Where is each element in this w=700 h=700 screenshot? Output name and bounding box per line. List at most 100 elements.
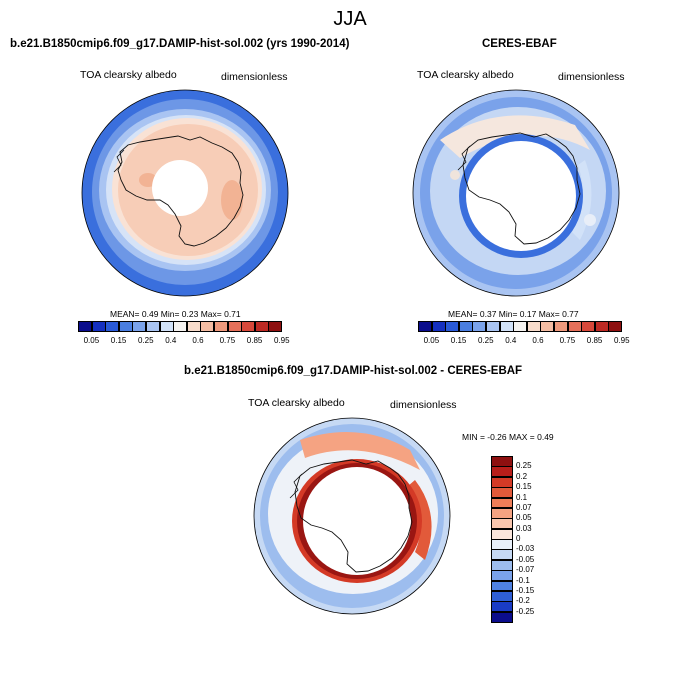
colorbar-tick-label: 0.03	[516, 523, 532, 533]
colorbar-swatch	[491, 601, 513, 613]
colorbar-swatch	[91, 321, 106, 332]
colorbar-tick-label: 0.75	[559, 336, 576, 345]
model-map	[82, 90, 288, 296]
model-variable-label: TOA clearsky albedo	[80, 69, 177, 81]
model-units-label: dimensionless	[221, 71, 288, 83]
diff-units-label: dimensionless	[390, 399, 457, 411]
colorbar-swatch	[526, 321, 541, 332]
colorbar-swatch	[132, 321, 147, 332]
colorbar-swatch	[491, 590, 513, 602]
colorbar-tick-label: 0.85	[246, 336, 263, 345]
colorbar-swatch	[491, 559, 513, 571]
colorbar-tick-label: 0.85	[586, 336, 603, 345]
colorbar-swatch	[499, 321, 514, 332]
colorbar-tick-label: 0.6	[532, 336, 544, 345]
colorbar-tick-label: 0.6	[192, 336, 204, 345]
colorbar-tick-label: 0.2	[516, 471, 528, 481]
colorbar-swatch	[491, 518, 513, 530]
colorbar-swatch	[173, 321, 188, 332]
colorbar-swatch	[78, 321, 93, 332]
colorbar-swatch	[491, 570, 513, 581]
antarctica-coastline	[462, 132, 581, 245]
colorbar-tick-label: 0.95	[614, 336, 630, 345]
colorbar-swatch	[567, 321, 582, 332]
colorbar-swatch	[445, 321, 460, 332]
colorbar-swatch	[214, 321, 229, 332]
colorbar-swatch	[491, 549, 513, 561]
colorbar-tick-label: 0.4	[165, 336, 177, 345]
antarctica-coastline	[294, 459, 413, 573]
model-colorbar: 0.05 0.15 0.25 0.4 0.6 0.75 0.85 0.95	[78, 321, 290, 345]
colorbar-tick-label: 0.15	[450, 336, 467, 345]
colorbar-swatch	[418, 321, 433, 332]
colorbar-tick-label: 0.07	[516, 502, 532, 512]
obs-stats-label: MEAN= 0.37 Min= 0.17 Max= 0.77	[448, 309, 579, 319]
colorbar-tick-label: 0.25	[478, 336, 494, 345]
colorbar-tick-label: 0.25	[138, 336, 154, 345]
colorbar-swatch	[581, 321, 596, 332]
colorbar-tick-label: -0.05	[516, 554, 535, 564]
colorbar-tick-label: 0.05	[516, 513, 532, 523]
model-stats-label: MEAN= 0.49 Min= 0.23 Max= 0.71	[110, 309, 241, 319]
colorbar-tick-label: 0.4	[505, 336, 517, 345]
colorbar-tick-label: -0.03	[516, 544, 535, 554]
colorbar-tick-label: -0.2	[516, 596, 530, 606]
colorbar-swatch	[254, 321, 269, 332]
colorbar-swatch	[105, 321, 120, 332]
colorbar-swatch	[491, 476, 513, 488]
colorbar-swatch	[608, 321, 623, 332]
diff-colorbar: 0.25 0.2 0.15 0.1 0.07 0.05 0.03 0 -0.03 -0.05 -0.…	[491, 456, 534, 623]
colorbar-tick-label: -0.1	[516, 575, 530, 585]
diff-map	[254, 418, 450, 614]
colorbar-tick-label: 0.1	[516, 492, 528, 502]
colorbar-swatch	[491, 507, 513, 519]
colorbar-swatch	[227, 321, 242, 332]
diff-panel-title: b.e21.B1850cmip6.f09_g17.DAMIP-hist-sol.…	[184, 365, 523, 377]
obs-map	[413, 90, 619, 296]
model-map-border	[81, 89, 289, 297]
colorbar-swatch	[491, 456, 513, 467]
colorbar-swatch	[540, 321, 555, 332]
colorbar-swatch	[554, 321, 569, 332]
colorbar-swatch	[486, 321, 501, 332]
colorbar-tick-label: -0.15	[516, 585, 535, 595]
colorbar-swatch	[491, 539, 513, 550]
colorbar-swatch	[491, 611, 513, 623]
colorbar-swatch	[241, 321, 256, 332]
colorbar-tick-label: 0.75	[219, 336, 236, 345]
colorbar-swatch	[118, 321, 133, 332]
diff-stats-label: MIN = -0.26 MAX = 0.49	[462, 432, 554, 442]
colorbar-tick-label: -0.25	[516, 606, 535, 616]
obs-units-label: dimensionless	[558, 71, 625, 83]
colorbar-swatch	[472, 321, 487, 332]
colorbar-swatch	[268, 321, 283, 332]
colorbar-swatch	[491, 487, 513, 498]
colorbar-swatch	[186, 321, 201, 332]
colorbar-swatch	[491, 528, 513, 540]
colorbar-swatch	[431, 321, 446, 332]
colorbar-tick-label: -0.07	[516, 565, 535, 575]
colorbar-swatch	[491, 580, 513, 592]
antarctica-coastline	[117, 135, 244, 247]
obs-colorbar: 0.05 0.15 0.25 0.4 0.6 0.75 0.85 0.95	[418, 321, 630, 345]
colorbar-swatch	[458, 321, 473, 332]
colorbar-tick-label: 0.95	[274, 336, 290, 345]
page-title: JJA	[333, 8, 367, 30]
colorbar-swatch	[159, 321, 174, 332]
obs-variable-label: TOA clearsky albedo	[417, 69, 514, 81]
colorbar-swatch	[146, 321, 161, 332]
obs-panel-title: CERES-EBAF	[482, 38, 557, 50]
colorbar-swatch	[491, 497, 513, 509]
colorbar-swatch	[200, 321, 215, 332]
colorbar-tick-label: 0.25	[516, 461, 532, 471]
colorbar-tick-label: 0.05	[83, 336, 100, 345]
colorbar-swatch	[513, 321, 528, 332]
colorbar-tick-label: 0.15	[516, 482, 532, 492]
model-panel-title: b.e21.B1850cmip6.f09_g17.DAMIP-hist-sol.…	[10, 38, 350, 50]
colorbar-tick-label: 0	[516, 534, 521, 543]
diff-map-border	[253, 417, 451, 615]
colorbar-swatch	[594, 321, 609, 332]
obs-map-border	[412, 89, 620, 297]
colorbar-tick-label: 0.05	[423, 336, 440, 345]
